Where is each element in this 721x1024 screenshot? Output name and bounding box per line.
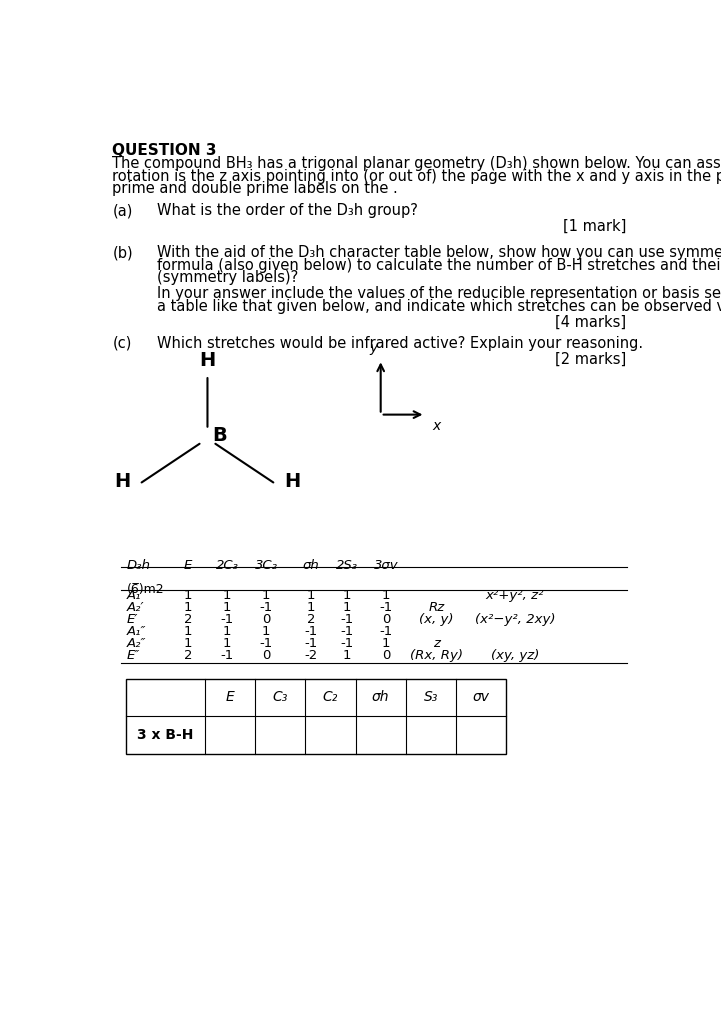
Text: E′: E′ xyxy=(126,613,138,626)
Text: -1: -1 xyxy=(304,625,317,638)
Text: 1: 1 xyxy=(343,590,351,602)
Text: (c): (c) xyxy=(112,336,132,351)
Text: E: E xyxy=(226,690,234,705)
Text: 1: 1 xyxy=(184,625,193,638)
Text: 1: 1 xyxy=(262,625,270,638)
Text: z: z xyxy=(433,637,440,650)
Text: 0: 0 xyxy=(262,648,270,662)
Text: With the aid of the D₃h character table below, show how you can use symmetry and: With the aid of the D₃h character table … xyxy=(157,245,721,260)
Text: (x, y): (x, y) xyxy=(420,613,454,626)
Text: -1: -1 xyxy=(380,601,393,614)
Text: 3C₂: 3C₂ xyxy=(255,559,278,572)
Text: 1: 1 xyxy=(382,637,391,650)
Text: Which stretches would be infrared active? Explain your reasoning.: Which stretches would be infrared active… xyxy=(157,336,643,351)
Text: a table like that given below, and indicate which stretches can be observed via : a table like that given below, and indic… xyxy=(157,299,721,313)
Text: 1: 1 xyxy=(343,648,351,662)
Text: 1: 1 xyxy=(223,625,231,638)
Text: 2C₃: 2C₃ xyxy=(216,559,239,572)
Text: Rz: Rz xyxy=(428,601,445,614)
Text: 1: 1 xyxy=(306,590,315,602)
Text: What is the order of the D₃h group?: What is the order of the D₃h group? xyxy=(157,204,418,218)
Text: 1: 1 xyxy=(343,601,351,614)
Text: The compound BH₃ has a trigonal planar geometry (D₃h) shown below. You can assum: The compound BH₃ has a trigonal planar g… xyxy=(112,156,721,171)
Text: 0: 0 xyxy=(262,613,270,626)
Text: -1: -1 xyxy=(221,613,234,626)
Text: C₃: C₃ xyxy=(273,690,288,705)
Text: [2 marks]: [2 marks] xyxy=(555,351,627,367)
Text: 3 x B-H: 3 x B-H xyxy=(138,728,194,742)
Bar xyxy=(126,679,506,754)
Text: (Rx, Ry): (Rx, Ry) xyxy=(410,648,463,662)
Text: 1: 1 xyxy=(306,601,315,614)
Text: A₂′: A₂′ xyxy=(126,601,144,614)
Text: σv: σv xyxy=(473,690,490,705)
Text: formula (also given below) to calculate the number of B-H stretches and their ir: formula (also given below) to calculate … xyxy=(157,258,721,272)
Text: C₂: C₂ xyxy=(323,690,338,705)
Text: 1: 1 xyxy=(382,590,391,602)
Text: H: H xyxy=(285,472,301,492)
Text: A₁″: A₁″ xyxy=(126,625,146,638)
Text: -1: -1 xyxy=(340,613,354,626)
Text: B: B xyxy=(212,426,226,444)
Text: E″: E″ xyxy=(126,648,140,662)
Text: 2: 2 xyxy=(184,648,193,662)
Text: [1 mark]: [1 mark] xyxy=(563,219,627,234)
Text: x: x xyxy=(432,419,441,432)
Text: (symmetry labels)?: (symmetry labels)? xyxy=(157,270,298,286)
Text: A₂″: A₂″ xyxy=(126,637,146,650)
Text: (x²−y², 2xy): (x²−y², 2xy) xyxy=(474,613,555,626)
Text: σh: σh xyxy=(372,690,389,705)
Text: -1: -1 xyxy=(304,637,317,650)
Text: y: y xyxy=(370,341,378,355)
Text: -1: -1 xyxy=(340,625,354,638)
Text: 2S₃: 2S₃ xyxy=(336,559,358,572)
Text: -1: -1 xyxy=(221,648,234,662)
Text: (xy, yz): (xy, yz) xyxy=(490,648,539,662)
Text: A₁′: A₁′ xyxy=(126,590,144,602)
Text: σh: σh xyxy=(303,559,319,572)
Text: x²+y², z²: x²+y², z² xyxy=(485,590,544,602)
Text: H: H xyxy=(199,350,216,370)
Text: 1: 1 xyxy=(184,637,193,650)
Text: D₃h: D₃h xyxy=(126,559,151,572)
Text: -1: -1 xyxy=(260,637,273,650)
Text: 1: 1 xyxy=(262,590,270,602)
Text: -2: -2 xyxy=(304,648,317,662)
Text: 2: 2 xyxy=(184,613,193,626)
Text: (a): (a) xyxy=(112,204,133,218)
Text: In your answer include the values of the reducible representation or basis set o: In your answer include the values of the… xyxy=(157,286,721,301)
Text: 1: 1 xyxy=(223,590,231,602)
Text: (b): (b) xyxy=(112,245,133,260)
Text: -1: -1 xyxy=(340,637,354,650)
Text: 1: 1 xyxy=(184,601,193,614)
Text: rotation is the z axis pointing into (or out of) the page with the x and y axis : rotation is the z axis pointing into (or… xyxy=(112,169,721,183)
Text: [4 marks]: [4 marks] xyxy=(555,314,627,330)
Text: 3σv: 3σv xyxy=(374,559,399,572)
Text: 1: 1 xyxy=(184,590,193,602)
Text: prime and double prime labels on the .: prime and double prime labels on the . xyxy=(112,181,398,197)
Text: 1: 1 xyxy=(223,601,231,614)
Text: QUESTION 3: QUESTION 3 xyxy=(112,142,217,158)
Text: (6̅)m2: (6̅)m2 xyxy=(126,583,164,596)
Text: S₃: S₃ xyxy=(424,690,438,705)
Text: -1: -1 xyxy=(260,601,273,614)
Text: 2: 2 xyxy=(306,613,315,626)
Text: H: H xyxy=(114,472,131,492)
Text: -1: -1 xyxy=(380,625,393,638)
Text: E: E xyxy=(184,559,192,572)
Text: 0: 0 xyxy=(382,613,391,626)
Text: 1: 1 xyxy=(223,637,231,650)
Text: 0: 0 xyxy=(382,648,391,662)
